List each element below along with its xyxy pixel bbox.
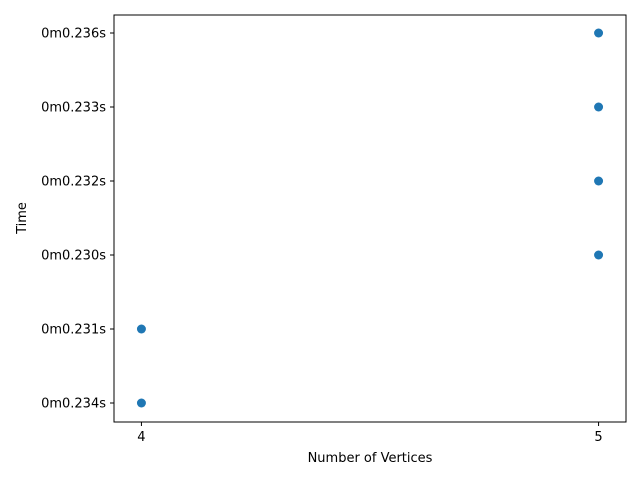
y-tick-label: 0m0.233s xyxy=(41,101,106,116)
data-point xyxy=(136,398,146,408)
data-point xyxy=(594,28,604,38)
y-tick-label: 0m0.231s xyxy=(41,323,106,338)
y-tick-label: 0m0.234s xyxy=(41,397,106,412)
x-tick-label: 5 xyxy=(594,430,602,445)
data-point xyxy=(594,250,604,260)
y-tick-label: 0m0.232s xyxy=(41,175,106,190)
y-axis-label: Time xyxy=(15,202,30,235)
data-points xyxy=(136,28,604,408)
y-axis: 0m0.234s 0m0.231s 0m0.230s 0m0.232s 0m0.233s… xyxy=(41,27,114,412)
x-tick-label: 4 xyxy=(137,430,145,445)
x-axis-label: Number of Vertices xyxy=(308,451,433,466)
data-point xyxy=(136,324,146,334)
data-point xyxy=(594,102,604,112)
y-tick-label: 0m0.236s xyxy=(41,27,106,42)
data-point xyxy=(594,176,604,186)
plot-frame xyxy=(113,14,627,423)
y-tick-label: 0m0.230s xyxy=(41,249,106,264)
